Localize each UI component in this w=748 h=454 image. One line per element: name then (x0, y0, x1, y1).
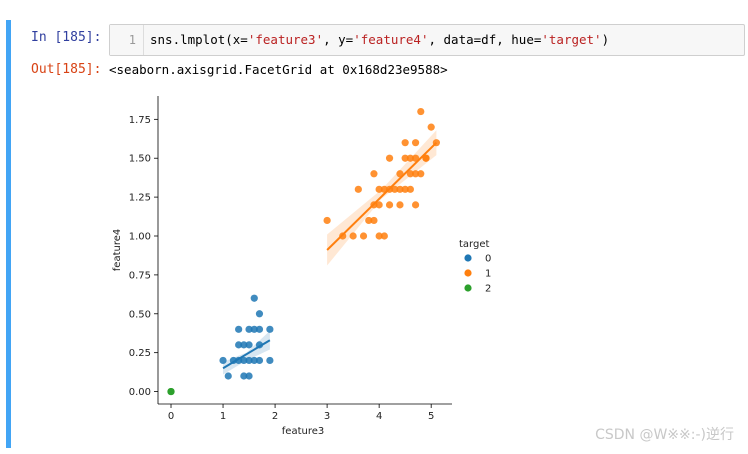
data-point-1-31 (417, 170, 425, 178)
data-point-2-2 (167, 387, 175, 396)
data-point-1-10 (375, 201, 383, 209)
data-point-0-13 (250, 356, 258, 365)
regression-lines (222, 141, 438, 370)
legend-title: target (459, 239, 489, 250)
confidence-bands (223, 130, 437, 375)
legend-marker-2 (464, 284, 472, 292)
data-point-1-3 (354, 185, 362, 193)
data-point-1-11 (375, 185, 383, 193)
code-hue-arg: 'target' (541, 32, 602, 47)
data-point-1-27 (411, 170, 420, 178)
code-func: sns.lmplot(x= (150, 32, 248, 47)
code-x-arg: 'feature3' (247, 32, 324, 47)
data-point-0-8 (240, 341, 248, 349)
x-axis-label: feature3 (282, 426, 324, 437)
data-point-1-24 (406, 185, 414, 193)
regression-line-0 (222, 339, 271, 370)
x-tick-label-1: 1 (220, 411, 226, 422)
y-tick-label-4: 1.00 (129, 232, 151, 243)
data-point-0-20 (266, 356, 274, 365)
output-text: <seaborn.axisgrid.FacetGrid at 0x168d23e… (109, 62, 448, 77)
data-point-1-30 (411, 139, 420, 147)
data-point-1-18 (396, 201, 404, 209)
line-number: 1 (110, 25, 144, 55)
data-point-1-28 (411, 201, 420, 209)
y-tick-label-2: 0.50 (129, 309, 151, 320)
data-point-1-17 (391, 185, 399, 193)
confidence-band-1 (327, 130, 437, 266)
data-point-1-19 (396, 185, 404, 193)
code-data-key: , data=df, hue= (428, 32, 542, 47)
input-prompt: In [185]: (31, 30, 102, 45)
code-y-key: , y= (323, 32, 354, 47)
data-point-1-2 (349, 232, 357, 240)
y-tick-label-1: 0.25 (129, 348, 151, 359)
data-point-1-23 (401, 139, 409, 147)
code-line: sns.lmplot(x='feature3', y='feature4', d… (150, 25, 609, 55)
data-point-0-9 (245, 356, 253, 365)
data-point-1-25 (406, 170, 414, 178)
chart-axes: 0 1 2 3 4 5 0.00 0.25 0.50 0.75 1.00 1.25 1.50 1.75 fe… (112, 96, 452, 437)
regression-line-1 (326, 141, 438, 251)
x-tick-label-3: 3 (324, 411, 330, 422)
legend-marker-0 (464, 254, 472, 262)
data-point-1-26 (406, 154, 414, 162)
data-point-0-10 (245, 372, 253, 380)
y-tick-label-0: 0.00 (129, 387, 151, 398)
data-point-0-15 (250, 294, 258, 302)
y-tick-label-3: 0.75 (129, 270, 151, 281)
data-point-1-4 (359, 232, 368, 240)
legend-label-1: 1 (485, 269, 491, 280)
data-point-1-21 (401, 154, 409, 162)
data-point-1-34 (422, 154, 430, 162)
data-point-0-11 (245, 325, 253, 333)
code-y-arg: 'feature4' (353, 32, 429, 47)
data-point-0-12 (245, 341, 253, 349)
watermark: CSDN @W※※:-)逆行 (595, 427, 734, 443)
x-tick-label-2: 2 (272, 411, 278, 422)
data-point-1-6 (370, 216, 378, 225)
data-point-0-4 (235, 341, 243, 349)
data-point-1-35 (427, 123, 435, 131)
y-tick-label-6: 1.50 (129, 154, 151, 165)
scatter-points (167, 107, 440, 396)
data-point-0-19 (255, 310, 264, 318)
data-point-1-16 (385, 154, 394, 162)
data-point-1-5 (365, 216, 373, 225)
code-input[interactable]: 1 sns.lmplot(x='feature3', y='feature4',… (109, 24, 745, 56)
x-tick-label-0: 0 (168, 411, 174, 422)
y-tick-label-5: 1.25 (129, 193, 151, 204)
x-tick-label-4: 4 (376, 411, 382, 422)
data-point-0-5 (235, 325, 243, 333)
data-point-1-0 (323, 216, 331, 225)
y-tick-label-7: 1.75 (129, 115, 151, 126)
data-point-0-7 (240, 372, 248, 380)
data-point-0-0 (219, 356, 227, 365)
data-point-1-12 (380, 232, 388, 240)
data-point-0-1 (224, 372, 232, 380)
data-point-0-21 (266, 325, 274, 333)
data-point-0-14 (250, 325, 258, 333)
y-axis-label: feature4 (112, 229, 123, 271)
chart-legend: target 0 1 2 (459, 239, 491, 295)
notebook-cell[interactable]: In [185]: 1 sns.lmplot(x='feature3', y='… (6, 20, 745, 448)
data-point-1-14 (385, 201, 394, 209)
data-point-1-9 (375, 232, 383, 240)
x-tick-label-5: 5 (428, 411, 434, 422)
data-point-1-32 (417, 107, 425, 116)
data-point-0-6 (240, 356, 248, 365)
data-point-0-16 (255, 325, 264, 333)
data-point-0-17 (255, 356, 264, 365)
legend-label-0: 0 (485, 254, 491, 265)
legend-marker-1 (464, 269, 472, 277)
output-prompt: Out[185]: (31, 62, 102, 77)
data-point-1-22 (401, 185, 409, 193)
legend-label-2: 2 (485, 284, 491, 295)
confidence-band-0 (223, 330, 270, 375)
code-close: ) (601, 32, 610, 47)
data-point-1-8 (370, 170, 378, 178)
